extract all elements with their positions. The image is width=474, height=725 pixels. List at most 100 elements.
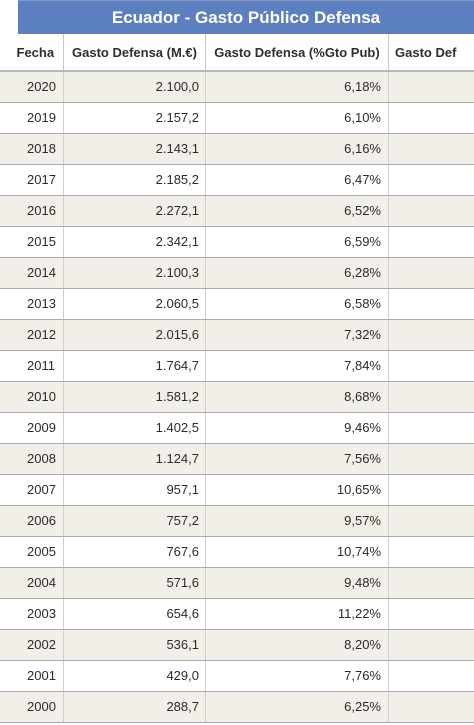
cell-fecha: 2007 — [0, 474, 64, 506]
table-title: Ecuador - Gasto Público Defensa — [18, 0, 474, 34]
column-header-gasto-defensa-extra[interactable]: Gasto Def — [388, 34, 474, 72]
cell-gasto-defensa: 2.015,6 — [63, 319, 206, 351]
cell-gasto-defensa-extra — [388, 164, 474, 196]
table-row: 2015 2.342,1 6,59% — [0, 226, 474, 258]
table-row: 2012 2.015,6 7,32% — [0, 319, 474, 351]
cell-gasto-defensa: 1.764,7 — [63, 350, 206, 382]
cell-fecha: 2017 — [0, 164, 64, 196]
cell-gasto-defensa-pct: 7,84% — [205, 350, 389, 382]
cell-gasto-defensa-extra — [388, 629, 474, 661]
cell-fecha: 2002 — [0, 629, 64, 661]
table-row: 2007 957,1 10,65% — [0, 474, 474, 506]
cell-gasto-defensa-extra — [388, 598, 474, 630]
cell-gasto-defensa-extra — [388, 412, 474, 444]
cell-gasto-defensa: 1.402,5 — [63, 412, 206, 444]
table-row: 2008 1.124,7 7,56% — [0, 443, 474, 475]
cell-gasto-defensa: 1.581,2 — [63, 381, 206, 413]
table-row: 2014 2.100,3 6,28% — [0, 257, 474, 289]
cell-gasto-defensa-pct: 8,20% — [205, 629, 389, 661]
cell-gasto-defensa: 2.342,1 — [63, 226, 206, 258]
table-body: 2020 2.100,0 6,18% 2019 2.157,2 6,10% 2018 2.14… — [0, 71, 474, 723]
cell-fecha: 2011 — [0, 350, 64, 382]
cell-gasto-defensa: 2.060,5 — [63, 288, 206, 320]
column-header-gasto-defensa[interactable]: Gasto Defensa (M.€) — [63, 34, 206, 72]
cell-gasto-defensa: 654,6 — [63, 598, 206, 630]
cell-gasto-defensa-pct: 7,56% — [205, 443, 389, 475]
cell-gasto-defensa-pct: 6,52% — [205, 195, 389, 227]
table-row: 2013 2.060,5 6,58% — [0, 288, 474, 320]
table-row: 2000 288,7 6,25% — [0, 691, 474, 723]
cell-fecha: 2008 — [0, 443, 64, 475]
table-row: 2009 1.402,5 9,46% — [0, 412, 474, 444]
cell-gasto-defensa: 2.100,0 — [63, 71, 206, 103]
cell-fecha: 2014 — [0, 257, 64, 289]
cell-gasto-defensa-extra — [388, 288, 474, 320]
cell-fecha: 2012 — [0, 319, 64, 351]
cell-gasto-defensa: 288,7 — [63, 691, 206, 723]
cell-gasto-defensa-pct: 6,25% — [205, 691, 389, 723]
cell-fecha: 2020 — [0, 71, 64, 103]
cell-gasto-defensa-extra — [388, 257, 474, 289]
cell-gasto-defensa-extra — [388, 660, 474, 692]
cell-fecha: 2000 — [0, 691, 64, 723]
cell-gasto-defensa-pct: 6,59% — [205, 226, 389, 258]
cell-gasto-defensa-extra — [388, 350, 474, 382]
cell-gasto-defensa: 1.124,7 — [63, 443, 206, 475]
cell-gasto-defensa-pct: 9,46% — [205, 412, 389, 444]
cell-fecha: 2005 — [0, 536, 64, 568]
cell-gasto-defensa: 571,6 — [63, 567, 206, 599]
cell-gasto-defensa-pct: 10,74% — [205, 536, 389, 568]
table-row: 2005 767,6 10,74% — [0, 536, 474, 568]
cell-gasto-defensa: 767,6 — [63, 536, 206, 568]
cell-gasto-defensa-extra — [388, 691, 474, 723]
table-row: 2006 757,2 9,57% — [0, 505, 474, 537]
cell-gasto-defensa: 2.143,1 — [63, 133, 206, 165]
cell-gasto-defensa-extra — [388, 319, 474, 351]
cell-fecha: 2015 — [0, 226, 64, 258]
table-row: 2018 2.143,1 6,16% — [0, 133, 474, 165]
cell-gasto-defensa-extra — [388, 505, 474, 537]
cell-fecha: 2019 — [0, 102, 64, 134]
data-table: Fecha Gasto Defensa (M.€) Gasto Defensa … — [0, 34, 474, 723]
column-header-gasto-defensa-pct[interactable]: Gasto Defensa (%Gto Pub) — [205, 34, 389, 72]
cell-fecha: 2013 — [0, 288, 64, 320]
cell-gasto-defensa: 957,1 — [63, 474, 206, 506]
cell-gasto-defensa-pct: 8,68% — [205, 381, 389, 413]
table-row: 2020 2.100,0 6,18% — [0, 71, 474, 103]
cell-gasto-defensa-extra — [388, 474, 474, 506]
data-table-container[interactable]: Fecha Gasto Defensa (M.€) Gasto Defensa … — [0, 34, 474, 725]
cell-fecha: 2004 — [0, 567, 64, 599]
cell-gasto-defensa-pct: 9,57% — [205, 505, 389, 537]
cell-gasto-defensa-extra — [388, 226, 474, 258]
cell-gasto-defensa-extra — [388, 71, 474, 103]
cell-fecha: 2001 — [0, 660, 64, 692]
cell-gasto-defensa-extra — [388, 195, 474, 227]
table-row: 2019 2.157,2 6,10% — [0, 102, 474, 134]
cell-gasto-defensa-extra — [388, 381, 474, 413]
cell-gasto-defensa: 2.100,3 — [63, 257, 206, 289]
table-row: 2010 1.581,2 8,68% — [0, 381, 474, 413]
table-row: 2016 2.272,1 6,52% — [0, 195, 474, 227]
cell-gasto-defensa-pct: 6,10% — [205, 102, 389, 134]
cell-gasto-defensa-extra — [388, 536, 474, 568]
table-row: 2003 654,6 11,22% — [0, 598, 474, 630]
cell-gasto-defensa-pct: 9,48% — [205, 567, 389, 599]
cell-gasto-defensa: 2.272,1 — [63, 195, 206, 227]
cell-gasto-defensa-pct: 11,22% — [205, 598, 389, 630]
table-row: 2017 2.185,2 6,47% — [0, 164, 474, 196]
cell-fecha: 2009 — [0, 412, 64, 444]
cell-gasto-defensa-pct: 7,32% — [205, 319, 389, 351]
cell-gasto-defensa: 536,1 — [63, 629, 206, 661]
cell-gasto-defensa-extra — [388, 567, 474, 599]
column-header-fecha[interactable]: Fecha — [0, 34, 64, 72]
table-row: 2011 1.764,7 7,84% — [0, 350, 474, 382]
cell-fecha: 2003 — [0, 598, 64, 630]
cell-fecha: 2016 — [0, 195, 64, 227]
cell-gasto-defensa: 2.185,2 — [63, 164, 206, 196]
table-row: 2004 571,6 9,48% — [0, 567, 474, 599]
cell-gasto-defensa-pct: 6,58% — [205, 288, 389, 320]
cell-gasto-defensa-pct: 6,47% — [205, 164, 389, 196]
cell-gasto-defensa-pct: 10,65% — [205, 474, 389, 506]
table-row: 2002 536,1 8,20% — [0, 629, 474, 661]
cell-fecha: 2010 — [0, 381, 64, 413]
